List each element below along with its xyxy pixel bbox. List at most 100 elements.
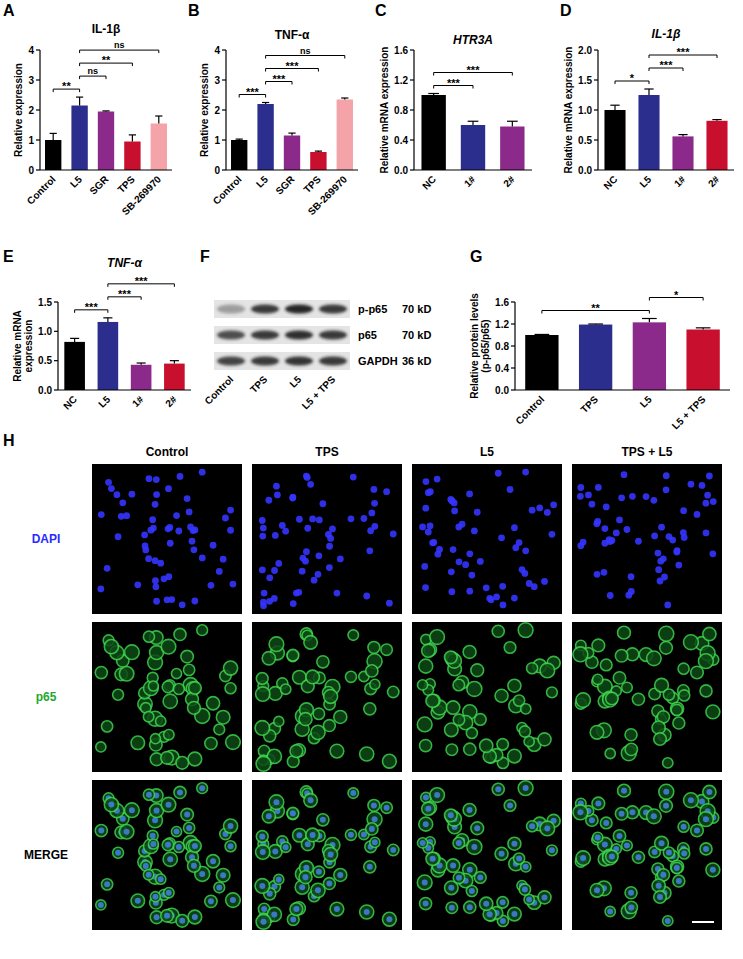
blot-band xyxy=(285,357,313,366)
error-cap xyxy=(236,139,243,140)
p65-cell xyxy=(622,840,633,851)
y-axis-title: (p-p65/p65) xyxy=(480,319,491,372)
dapi-nucleus xyxy=(261,906,267,912)
blot-band xyxy=(251,305,279,314)
dapi-nucleus xyxy=(602,842,608,848)
dapi-nucleus xyxy=(486,595,493,602)
p65-cell xyxy=(360,905,374,919)
dapi-nucleus xyxy=(165,573,172,580)
bars xyxy=(525,319,720,391)
dapi-nucleus xyxy=(425,529,432,536)
p65-cell xyxy=(671,860,684,873)
image-ground xyxy=(412,464,562,614)
dapi-nucleus xyxy=(421,563,428,570)
dapi-nucleus xyxy=(149,516,156,523)
error-bar xyxy=(588,324,603,326)
micrograph-image xyxy=(92,622,242,772)
p65-cell xyxy=(206,855,219,868)
dapi-nucleus xyxy=(266,813,272,819)
p65-cell xyxy=(419,659,433,673)
dapi-nucleus xyxy=(609,853,615,859)
dapi-nucleus xyxy=(290,494,297,501)
micrograph-image xyxy=(252,780,402,930)
p65-cell xyxy=(618,784,631,797)
dapi-nucleus xyxy=(703,816,709,822)
dapi-nucleus xyxy=(272,532,279,539)
p65-cell xyxy=(606,850,619,863)
p65-cell xyxy=(345,829,356,840)
dapi-nucleus xyxy=(259,567,266,574)
p65-cell xyxy=(691,666,704,679)
dapi-nucleus xyxy=(271,567,278,574)
p65-cell xyxy=(671,702,684,715)
significance-label: ** xyxy=(62,80,71,92)
dapi-nucleus xyxy=(629,493,636,500)
y-tick xyxy=(511,345,515,346)
p65-cell xyxy=(703,785,716,798)
dapi-nucleus xyxy=(220,556,227,563)
dapi-nucleus xyxy=(334,590,341,597)
error-cap xyxy=(70,338,79,339)
error-bar xyxy=(129,135,136,142)
dapi-nucleus xyxy=(449,905,455,911)
dapi-nucleus xyxy=(189,538,196,545)
p65-cell xyxy=(370,679,380,689)
dapi-nucleus xyxy=(694,827,700,833)
p65-cell xyxy=(521,704,531,714)
x-tick-label: 1# xyxy=(672,173,688,189)
p65-cell xyxy=(150,734,160,744)
error-bar xyxy=(103,318,112,322)
dapi-nucleus xyxy=(360,515,367,522)
error-cap xyxy=(712,119,721,120)
p65-cell xyxy=(663,847,674,858)
p65-cell xyxy=(125,803,140,818)
image-ground xyxy=(92,780,242,930)
dapi-nucleus xyxy=(98,902,104,908)
p65-cell xyxy=(381,802,392,813)
dapi-nucleus xyxy=(429,539,436,546)
blot-lane-label: L5 + TPS xyxy=(300,373,338,411)
dapi-nucleus xyxy=(173,512,180,519)
dapi-nucleus xyxy=(660,555,667,562)
dapi-nucleus xyxy=(283,844,289,850)
dapi-nucleus xyxy=(97,586,104,593)
dapi-nucleus xyxy=(529,507,536,514)
x-tick-label: SB-269970 xyxy=(120,173,164,217)
p65-cell xyxy=(313,866,324,877)
error-bar xyxy=(70,338,79,342)
bars xyxy=(231,98,353,170)
dapi-nucleus xyxy=(186,825,192,831)
p65-cell xyxy=(492,783,504,795)
dapi-nucleus xyxy=(350,790,356,796)
p65-cell xyxy=(255,879,270,894)
error-bar xyxy=(76,97,83,105)
y-axis-title: Relative protein levels xyxy=(469,293,480,399)
dapi-nucleus xyxy=(427,523,434,530)
p65-cell xyxy=(323,878,335,890)
dapi-nucleus xyxy=(305,841,311,847)
dapi-nucleus xyxy=(282,528,289,535)
error-bar xyxy=(262,103,269,105)
row-label: DAPI xyxy=(32,532,61,546)
dapi-nucleus xyxy=(146,872,152,878)
dapi-nucleus xyxy=(108,485,115,492)
dapi-nucleus xyxy=(350,474,357,481)
p65-cell xyxy=(518,781,533,796)
blot-band xyxy=(319,331,347,340)
error-cap xyxy=(610,105,619,106)
p65-cell xyxy=(366,665,378,677)
bar xyxy=(131,365,152,390)
micrograph-image xyxy=(572,780,722,930)
y-tick xyxy=(410,79,414,80)
y-tick xyxy=(222,139,226,140)
panel-letter: C xyxy=(375,2,387,19)
dapi-nucleus xyxy=(618,494,625,501)
dapi-nucleus xyxy=(666,850,672,856)
figure: A01234ControlL5SGRTPSSB-269970Relative e… xyxy=(0,0,743,959)
p65-cell xyxy=(625,743,637,755)
p65-cell xyxy=(306,670,320,684)
y-tick-label: 0.8 xyxy=(394,105,408,116)
blot-row-label: GAPDH xyxy=(358,355,398,367)
dapi-nucleus xyxy=(296,516,303,523)
p65-cell xyxy=(382,754,396,768)
